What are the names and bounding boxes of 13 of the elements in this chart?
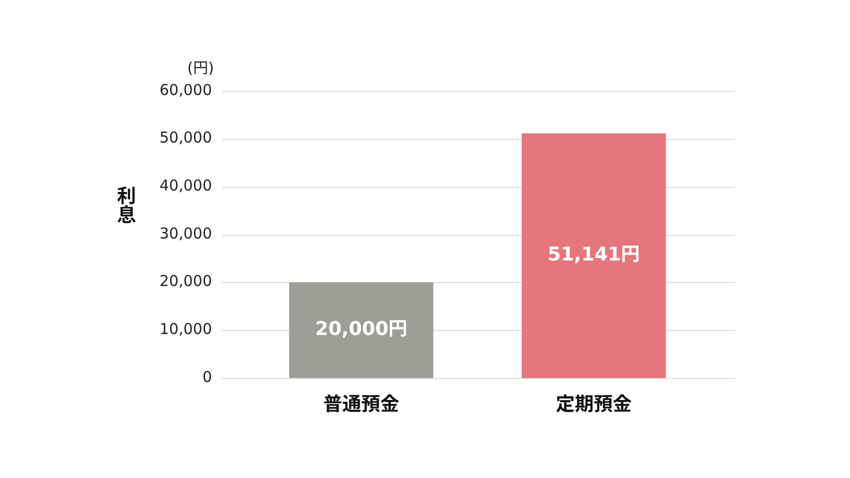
x-tick-label: 普通預金 xyxy=(323,393,400,416)
y-axis-title: 利息 xyxy=(114,186,136,224)
y-tick-label: 50,000 xyxy=(160,128,212,147)
text: (円) xyxy=(187,58,214,78)
y-tick-label: 30,000 xyxy=(160,224,212,242)
y-tick-label: 0 xyxy=(202,368,212,386)
data-label: 51,141円 xyxy=(548,244,640,266)
y-tick-label: 20,000 xyxy=(160,272,212,290)
y-tick-label: 60,000 xyxy=(160,80,212,99)
data-label: 20,000円 xyxy=(315,318,408,340)
y-tick-label: 40,000 xyxy=(160,176,212,195)
x-tick-label: 定期預金 xyxy=(556,393,632,416)
y-tick-label: 10,000 xyxy=(160,320,212,338)
